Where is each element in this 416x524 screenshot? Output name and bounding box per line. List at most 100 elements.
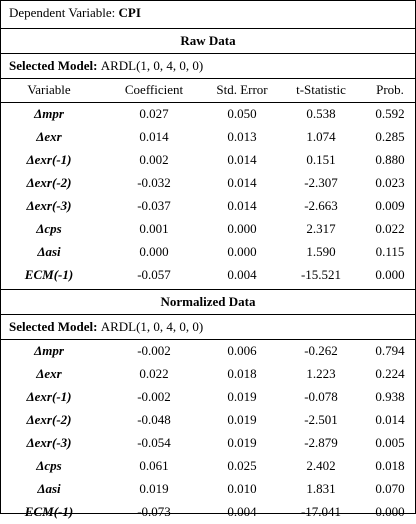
cell-std-error: 0.019 — [227, 389, 257, 404]
table-row: Δexr(-3) -0.037 0.014 -2.663 0.009 — [1, 198, 415, 218]
cell-std-error: 0.000 — [227, 221, 257, 236]
cell-variable: Δasi — [37, 481, 61, 496]
cell-variable: Δasi — [37, 244, 61, 259]
cell-coefficient: -0.037 — [137, 198, 171, 213]
cell-prob: 0.880 — [375, 152, 405, 167]
table-rule — [1, 102, 415, 103]
table-row: Δcps 0.061 0.025 2.402 0.018 — [1, 458, 415, 478]
dependent-variable-label: Dependent Variable: — [9, 5, 119, 20]
cell-std-error: 0.013 — [227, 129, 257, 144]
cell-coefficient: -0.002 — [137, 343, 171, 358]
table-rule — [1, 53, 415, 54]
cell-variable: ECM(-1) — [24, 267, 74, 282]
cell-coefficient: -0.002 — [137, 389, 171, 404]
cell-t-statistic: 0.538 — [306, 106, 336, 121]
cell-std-error: 0.014 — [227, 152, 257, 167]
cell-coefficient: 0.061 — [139, 458, 169, 473]
cell-variable: Δcps — [36, 458, 62, 473]
table-row: Δmpr 0.027 0.050 0.538 0.592 — [1, 106, 415, 126]
cell-std-error: 0.014 — [227, 198, 257, 213]
cell-t-statistic: 1.223 — [306, 366, 336, 381]
cell-prob: 0.000 — [375, 267, 405, 282]
cell-variable: Δcps — [36, 221, 62, 236]
cell-variable: Δexr(-1) — [26, 389, 72, 404]
cell-prob: 0.794 — [375, 343, 405, 358]
cell-t-statistic: 1.074 — [306, 129, 336, 144]
cell-std-error: 0.019 — [227, 435, 257, 450]
cell-t-statistic: -0.078 — [304, 389, 338, 404]
cell-t-statistic: -15.521 — [300, 267, 342, 282]
cell-t-statistic: 2.402 — [306, 458, 336, 473]
selected-model-value: ARDL(1, 0, 4, 0, 0) — [100, 319, 204, 334]
cell-std-error: 0.000 — [227, 244, 257, 259]
table-row: ECM(-1) -0.073 0.004 -17.041 0.000 — [1, 504, 415, 524]
column-header-variable: Variable — [27, 82, 71, 97]
cell-std-error: 0.050 — [227, 106, 257, 121]
cell-std-error: 0.018 — [227, 366, 257, 381]
table-row: Δexr(-2) -0.032 0.014 -2.307 0.023 — [1, 175, 415, 195]
cell-std-error: 0.025 — [227, 458, 257, 473]
cell-variable: Δmpr — [34, 343, 64, 358]
selected-model-caption: Selected Model: ARDL(1, 0, 4, 0, 0) — [9, 319, 203, 335]
cell-prob: 0.014 — [375, 412, 405, 427]
cell-prob: 0.938 — [375, 389, 405, 404]
table-row: Δexr(-2) -0.048 0.019 -2.501 0.014 — [1, 412, 415, 432]
cell-variable: Δmpr — [34, 106, 64, 121]
cell-coefficient: -0.032 — [137, 175, 171, 190]
selected-model-label: Selected Model: — [9, 319, 101, 334]
cell-t-statistic: -2.663 — [304, 198, 338, 213]
section-title-row: Normalized Data — [1, 294, 415, 314]
dependent-variable-row: Dependent Variable: CPI — [1, 5, 415, 25]
cell-t-statistic: -0.262 — [304, 343, 338, 358]
cell-t-statistic: 0.151 — [306, 152, 336, 167]
dependent-variable-value: CPI — [118, 5, 141, 20]
cell-variable: Δexr(-3) — [26, 435, 72, 450]
cell-variable: Δexr(-3) — [26, 198, 72, 213]
cell-prob: 0.009 — [375, 198, 405, 213]
cell-coefficient: 0.019 — [139, 481, 169, 496]
table-rule — [1, 289, 415, 290]
cell-prob: 0.018 — [375, 458, 405, 473]
cell-variable: Δexr — [36, 129, 62, 144]
table-row: Δexr(-3) -0.054 0.019 -2.879 0.005 — [1, 435, 415, 455]
selected-model-row: Selected Model: ARDL(1, 0, 4, 0, 0) — [1, 319, 415, 339]
column-header-row: Variable Coefficient Std. Error t-Statistic… — [1, 82, 415, 102]
cell-coefficient: -0.048 — [137, 412, 171, 427]
cell-prob: 0.115 — [375, 244, 405, 259]
cell-coefficient: 0.002 — [139, 152, 169, 167]
table-rule — [1, 339, 415, 340]
cell-coefficient: -0.057 — [137, 267, 171, 282]
table-row: ECM(-1) -0.057 0.004 -15.521 0.000 — [1, 267, 415, 287]
table-row: Δexr 0.014 0.013 1.074 0.285 — [1, 129, 415, 149]
selected-model-caption: Selected Model: ARDL(1, 0, 4, 0, 0) — [9, 58, 203, 74]
cell-variable: Δexr(-1) — [26, 152, 72, 167]
table-row: Δasi 0.000 0.000 1.590 0.115 — [1, 244, 415, 264]
cell-t-statistic: 2.317 — [306, 221, 336, 236]
table-row: Δexr(-1) 0.002 0.014 0.151 0.880 — [1, 152, 415, 172]
cell-coefficient: -0.054 — [137, 435, 171, 450]
selected-model-value: ARDL(1, 0, 4, 0, 0) — [100, 58, 204, 73]
cell-std-error: 0.010 — [227, 481, 257, 496]
cell-prob: 0.285 — [375, 129, 405, 144]
section-title: Normalized Data — [160, 294, 256, 309]
cell-coefficient: 0.022 — [139, 366, 169, 381]
cell-coefficient: 0.027 — [139, 106, 169, 121]
cell-coefficient: 0.000 — [139, 244, 169, 259]
cell-t-statistic: 1.590 — [306, 244, 336, 259]
table-row: Δexr 0.022 0.018 1.223 0.224 — [1, 366, 415, 386]
cell-t-statistic: -2.501 — [304, 412, 338, 427]
cell-std-error: 0.004 — [227, 267, 257, 282]
column-header-prob: Prob. — [376, 82, 404, 97]
cell-t-statistic: 1.831 — [306, 481, 336, 496]
column-header-std-error: Std. Error — [216, 82, 268, 97]
cell-std-error: 0.014 — [227, 175, 257, 190]
cell-coefficient: 0.014 — [139, 129, 169, 144]
cell-variable: Δexr — [36, 366, 62, 381]
cell-prob: 0.022 — [375, 221, 405, 236]
table-rule — [1, 28, 415, 29]
cell-variable: ECM(-1) — [24, 504, 74, 519]
table-row: Δmpr -0.002 0.006 -0.262 0.794 — [1, 343, 415, 363]
table-row: Δasi 0.019 0.010 1.831 0.070 — [1, 481, 415, 501]
table-rule — [1, 314, 415, 315]
cell-prob: 0.000 — [375, 504, 405, 519]
